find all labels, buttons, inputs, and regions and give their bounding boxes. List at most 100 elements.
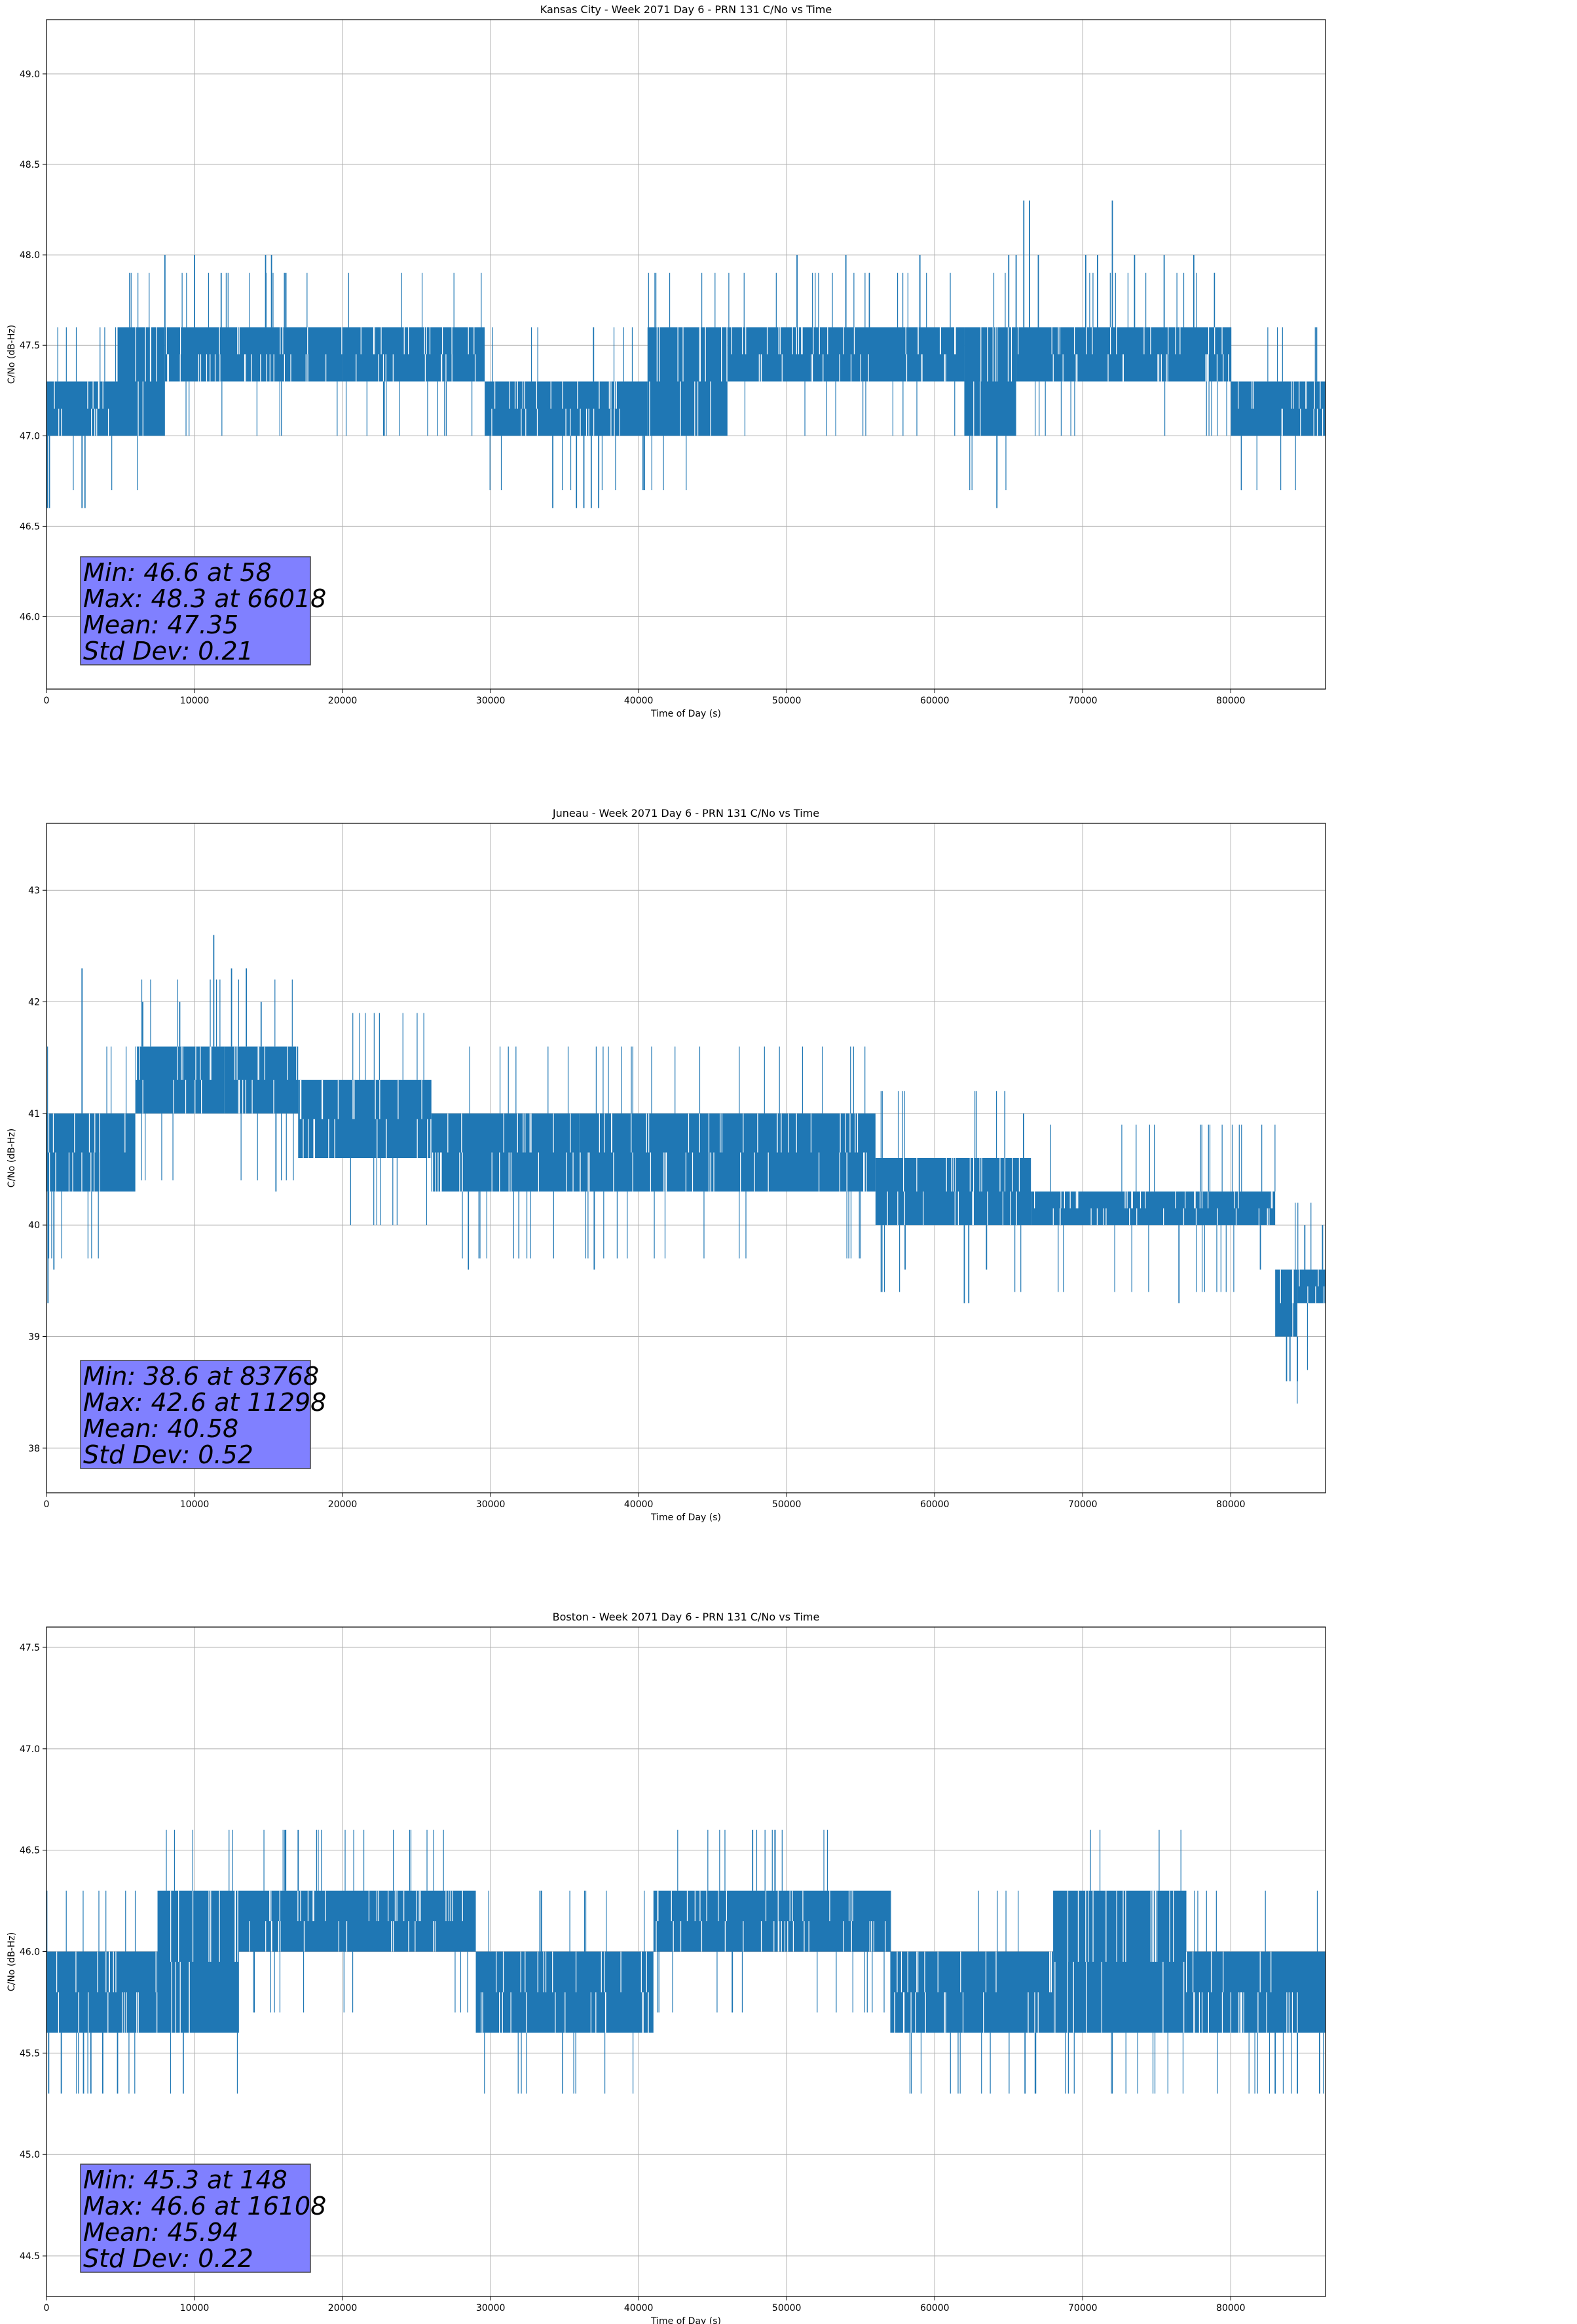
y-tick-label: 46.5	[20, 521, 40, 532]
y-tick-label: 46.0	[20, 1947, 40, 1958]
x-tick-label: 70000	[1068, 1499, 1098, 1510]
data-band	[135, 1046, 225, 1114]
y-tick-label: 46.5	[20, 1846, 40, 1856]
x-tick-label: 30000	[476, 2303, 506, 2314]
data-band	[1053, 1890, 1187, 2033]
stats-min: Min: 46.6 at 58	[83, 558, 272, 587]
x-tick-label: 20000	[328, 1499, 358, 1510]
x-tick-label: 80000	[1216, 696, 1246, 706]
x-tick-label: 30000	[476, 696, 506, 706]
x-tick-label: 70000	[1068, 2303, 1098, 2314]
x-tick-label: 40000	[624, 2303, 654, 2314]
data-band	[431, 1113, 580, 1192]
data-band	[1231, 381, 1326, 436]
y-tick-label: 47.0	[20, 431, 40, 441]
stats-std: Std Dev: 0.22	[83, 2244, 253, 2273]
axes-frame	[46, 19, 1326, 690]
x-tick-label: 60000	[920, 1499, 950, 1510]
data-band	[1186, 1951, 1326, 2033]
x-tick-label: 60000	[920, 2303, 950, 2314]
data-band	[653, 1890, 891, 1952]
x-tick-label: 70000	[1068, 696, 1098, 706]
x-tick-label: 40000	[624, 1499, 654, 1510]
x-tick-label: 10000	[180, 696, 210, 706]
data-band	[157, 1890, 239, 2033]
y-tick-label: 49.0	[20, 69, 40, 80]
y-tick-label: 47.5	[20, 1643, 40, 1653]
x-tick-label: 0	[44, 2303, 50, 2314]
stats-max: Max: 42.6 at 11298	[83, 1388, 326, 1417]
x-tick-label: 50000	[772, 696, 802, 706]
x-tick-label: 50000	[772, 1499, 802, 1510]
y-tick-label: 40	[28, 1220, 40, 1231]
stats-min: Min: 45.3 at 148	[83, 2165, 288, 2194]
data-band	[964, 327, 1016, 436]
data-series	[46, 1829, 1326, 2094]
chart-title: Boston - Week 2071 Day 6 - PRN 131 C/No …	[553, 1611, 820, 1623]
chart-0: 0 10000 20000 30000 40000 50000 60000 70000 8000…	[7, 3, 1326, 719]
y-tick-label: 47.0	[20, 1744, 40, 1755]
y-tick-label: 48.0	[20, 250, 40, 261]
chart-title: Juneau - Week 2071 Day 6 - PRN 131 C/No …	[552, 807, 819, 819]
chart-1: 0 10000 20000 30000 40000 50000 60000 70000 8000…	[7, 807, 1326, 1523]
y-tick-label: 45.5	[20, 2048, 40, 2059]
y-tick-label: 39	[28, 1332, 40, 1343]
data-band	[343, 327, 485, 382]
stats-min: Min: 38.6 at 83768	[83, 1362, 319, 1391]
data-band	[46, 1951, 158, 2033]
stats-max: Max: 48.3 at 66018	[83, 584, 326, 613]
data-band	[46, 381, 118, 436]
x-tick-label: 20000	[328, 2303, 358, 2314]
stats-box-background	[80, 1360, 311, 1469]
x-axis-label: Time of Day (s)	[650, 1512, 721, 1523]
axes-frame	[46, 1626, 1326, 2297]
x-tick-label: 0	[44, 696, 50, 706]
y-tick-label: 47.5	[20, 341, 40, 351]
y-axis-label: C/No (dB-Hz)	[7, 325, 17, 384]
data-band	[117, 327, 165, 436]
y-tick-label: 43	[28, 886, 40, 896]
x-tick-label: 20000	[328, 696, 358, 706]
axes-frame	[46, 823, 1326, 1493]
stats-mean: Mean: 47.35	[83, 610, 238, 639]
x-axis-label: Time of Day (s)	[650, 2316, 721, 2324]
data-band	[727, 327, 965, 382]
data-band	[298, 1079, 432, 1158]
data-band	[1275, 1269, 1298, 1337]
x-axis-label: Time of Day (s)	[650, 709, 721, 719]
data-band	[890, 1951, 1054, 2033]
data-band	[1297, 1269, 1326, 1303]
y-tick-label: 45.0	[20, 2150, 40, 2160]
stats-box-background	[80, 2164, 311, 2273]
x-tick-label: 40000	[624, 696, 654, 706]
x-tick-label: 30000	[476, 1499, 506, 1510]
x-tick-label: 50000	[772, 2303, 802, 2314]
y-tick-label: 41	[28, 1109, 40, 1119]
data-band	[475, 1951, 654, 2033]
x-tick-label: 10000	[180, 2303, 210, 2314]
y-tick-label: 38	[28, 1444, 40, 1454]
data-band	[238, 1890, 476, 1952]
stats-max: Max: 46.6 at 16108	[83, 2192, 326, 2221]
stats-box-background	[80, 556, 311, 665]
stats-std: Std Dev: 0.21	[83, 637, 253, 665]
data-series	[46, 935, 1326, 1404]
data-band	[579, 1113, 876, 1192]
data-band	[224, 1046, 299, 1114]
stats-mean: Mean: 40.58	[83, 1414, 238, 1443]
data-series	[46, 200, 1326, 508]
y-tick-label: 48.5	[20, 160, 40, 170]
data-band	[647, 327, 728, 436]
chart-title: Kansas City - Week 2071 Day 6 - PRN 131 …	[540, 3, 832, 16]
x-tick-label: 60000	[920, 696, 950, 706]
data-band	[164, 327, 343, 382]
x-tick-label: 0	[44, 1499, 50, 1510]
y-axis-label: C/No (dB-Hz)	[7, 1129, 17, 1188]
x-tick-label: 80000	[1216, 1499, 1246, 1510]
x-tick-label: 10000	[180, 1499, 210, 1510]
x-tick-label: 80000	[1216, 2303, 1246, 2314]
